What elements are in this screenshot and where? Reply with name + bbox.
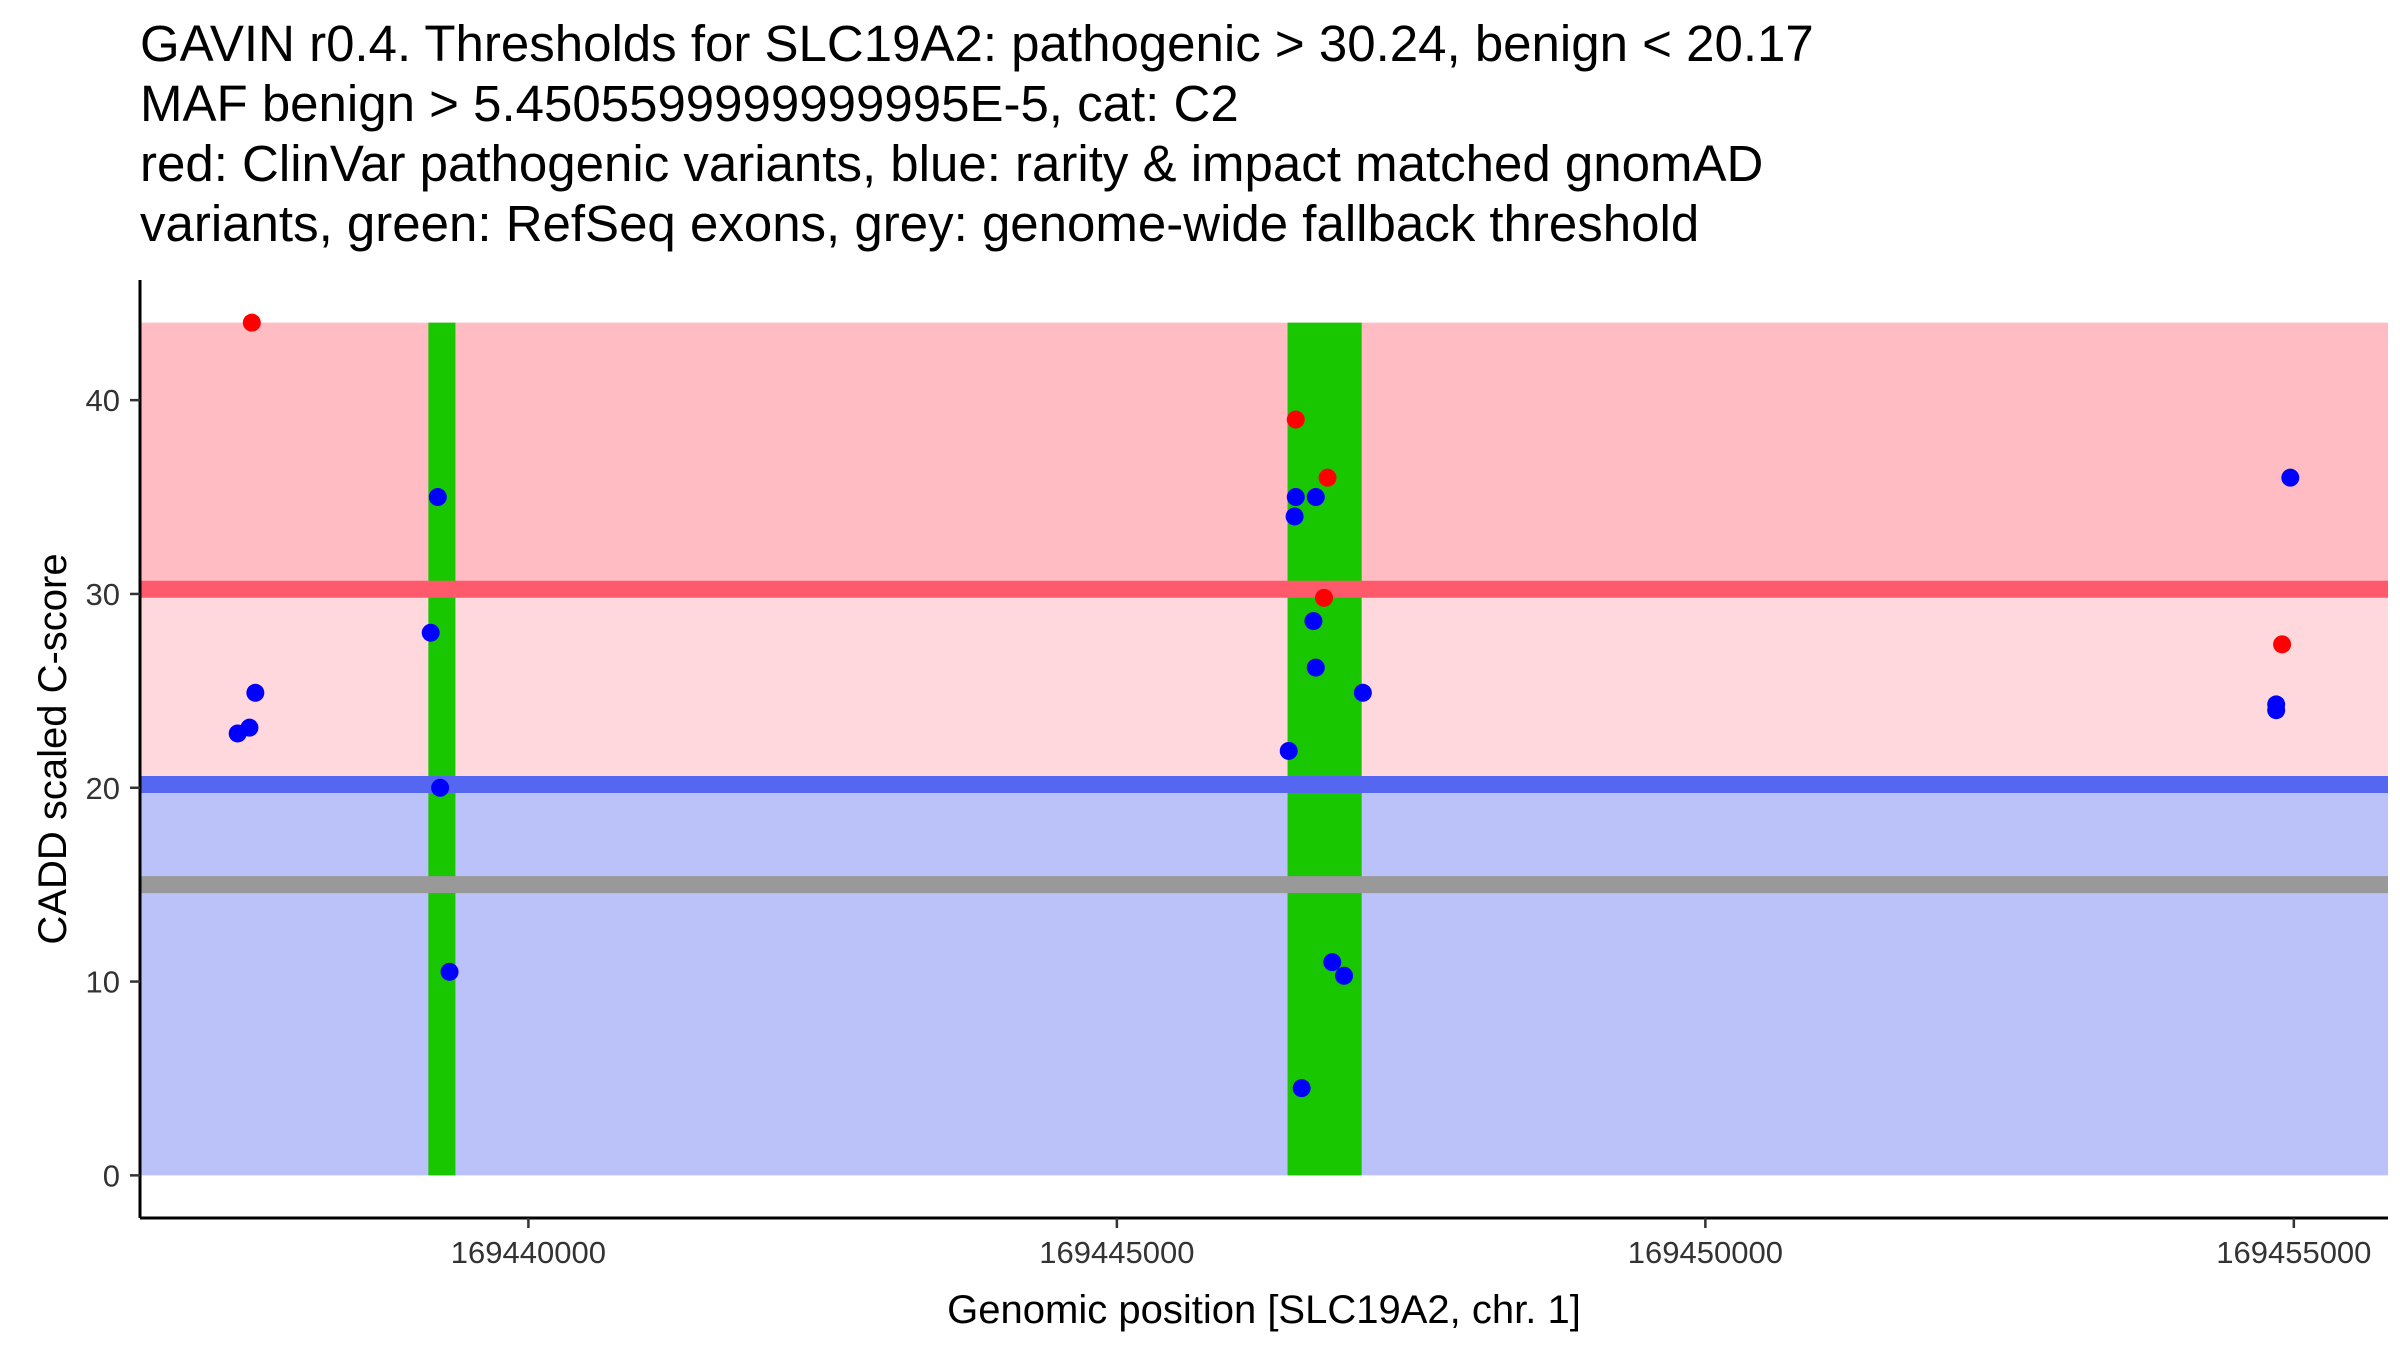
axes: 0 10 20 30 40 169440000 169445000 169450000 1694… [86, 280, 2388, 1270]
gnomad-point-11 [1304, 612, 1323, 631]
gnomad-point-17 [1292, 1079, 1311, 1098]
threshold-zones [140, 322, 2388, 1176]
benign-zone [140, 784, 2388, 1176]
gnomad-point-2 [240, 718, 259, 737]
gnomad-point-12 [1306, 658, 1325, 677]
gnomad-point-4 [421, 623, 440, 642]
exon-bands [428, 322, 1362, 1176]
x-tick-label-2: 169445000 [1039, 1235, 1194, 1270]
gnomad-point-16 [1335, 966, 1354, 985]
clinvar-point-2 [1286, 410, 1305, 429]
gnomad-point-19 [2267, 701, 2286, 720]
y-tick-label-30: 30 [86, 577, 120, 612]
x-tick-label-3: 169450000 [1628, 1235, 1783, 1270]
chart-title: GAVIN r0.4. Thresholds for SLC19A2: path… [140, 14, 2380, 254]
gnomad-point-15 [1323, 953, 1342, 972]
x-axis-title: Genomic position [SLC19A2, chr. 1] [947, 1288, 1581, 1332]
y-tick-label-0: 0 [103, 1158, 120, 1193]
exon-band-2 [1287, 322, 1362, 1176]
gnomad-point-6 [431, 778, 450, 797]
clinvar-point-3 [1318, 468, 1337, 487]
gnomad-point-8 [1286, 488, 1305, 507]
gnomad-point-5 [428, 488, 447, 507]
clinvar-point-5 [2273, 635, 2292, 654]
y-tick-label-10: 10 [86, 965, 120, 1000]
gnomad-point-13 [1279, 741, 1298, 760]
x-tick-label-4: 169455000 [2216, 1235, 2371, 1270]
title-line-4: variants, green: RefSeq exons, grey: gen… [140, 195, 1700, 252]
gnomad-point-14 [1353, 683, 1372, 702]
title-line-2: MAF benign > 5.4505599999999995E-5, cat:… [140, 75, 1239, 132]
gnomad-point-20 [2281, 468, 2300, 487]
title-line-3: red: ClinVar pathogenic variants, blue: … [140, 135, 1764, 192]
gnomad-point-9 [1285, 507, 1304, 526]
clinvar-point-1 [242, 313, 261, 332]
clinvar-point-4 [1315, 588, 1334, 607]
gnomad-point-3 [246, 683, 265, 702]
y-tick-label-20: 20 [86, 771, 120, 806]
x-tick-label-1: 169440000 [451, 1235, 606, 1270]
exon-band-1 [428, 322, 456, 1176]
gnomad-point-10 [1306, 488, 1325, 507]
threshold-lines [140, 580, 2388, 894]
intermediate-zone [140, 589, 2388, 785]
title-line-1: GAVIN r0.4. Thresholds for SLC19A2: path… [140, 15, 1814, 72]
y-tick-label-40: 40 [86, 383, 120, 418]
data-points [228, 313, 2300, 1098]
gnomad-point-7 [440, 962, 459, 981]
y-axis-title: CADD scaled C-score [31, 553, 75, 944]
pathogenic-zone [140, 322, 2388, 590]
